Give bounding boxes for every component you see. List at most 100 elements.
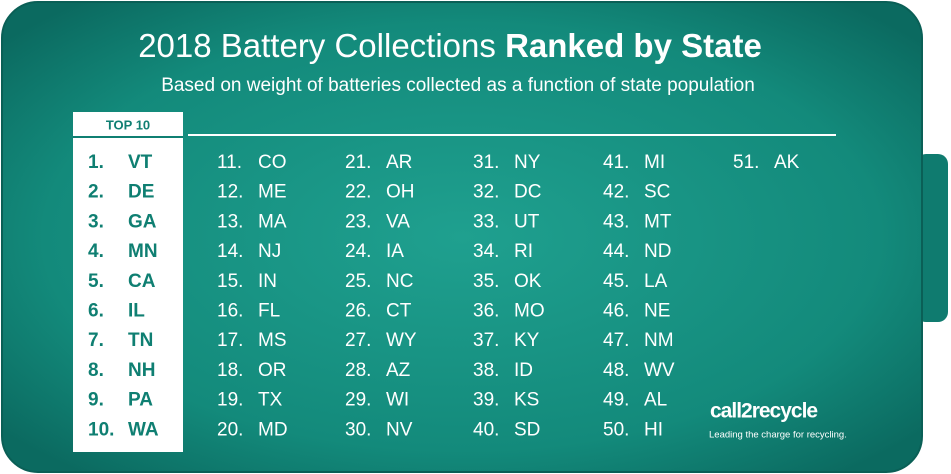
rank: 40. — [473, 419, 499, 440]
state: LA — [644, 271, 668, 292]
state: NJ — [258, 241, 281, 262]
top10-state: CA — [128, 271, 156, 292]
top10-state: TN — [128, 330, 153, 351]
state: RI — [514, 241, 533, 262]
rank: 21. — [345, 152, 371, 173]
state: WV — [644, 360, 675, 381]
rank: 38. — [473, 360, 499, 381]
state: AZ — [386, 360, 411, 381]
rank: 31. — [473, 152, 499, 173]
state: OK — [514, 271, 542, 292]
state: WI — [386, 390, 409, 411]
rank: 29. — [345, 390, 371, 411]
state: HI — [644, 419, 663, 440]
state: MO — [514, 301, 545, 322]
state: ID — [514, 360, 533, 381]
battery-body — [1, 1, 923, 473]
rank: 20. — [217, 419, 243, 440]
state: CT — [386, 301, 412, 322]
rank: 43. — [603, 211, 629, 232]
state: IN — [258, 271, 277, 292]
state: OH — [386, 182, 415, 203]
rank: 24. — [345, 241, 371, 262]
battery-terminal — [916, 154, 948, 322]
top10-state: NH — [128, 360, 155, 381]
rank: 51. — [733, 152, 759, 173]
rank: 11. — [217, 152, 242, 173]
rank: 17. — [217, 330, 243, 351]
rank: 25. — [345, 271, 371, 292]
rank: 19. — [217, 390, 243, 411]
top10-rank: 5. — [88, 271, 104, 292]
top10-state: WA — [128, 419, 159, 440]
state: MT — [644, 211, 672, 232]
rank: 12. — [217, 182, 243, 203]
top10-rank: 7. — [88, 330, 104, 351]
rank: 34. — [473, 241, 499, 262]
rank: 18. — [217, 360, 243, 381]
rank: 32. — [473, 182, 499, 203]
rank: 45. — [603, 271, 629, 292]
top10-rank: 1. — [88, 152, 104, 173]
state: ND — [644, 241, 671, 262]
state: MI — [644, 152, 665, 173]
logo: call2recycle — [710, 400, 817, 423]
rank: 44. — [603, 241, 629, 262]
state: MD — [258, 419, 288, 440]
state: FL — [258, 301, 280, 322]
rank: 28. — [345, 360, 371, 381]
state: WY — [386, 330, 417, 351]
state: CO — [258, 152, 287, 173]
state: MA — [258, 211, 287, 232]
state: MS — [258, 330, 287, 351]
state: KY — [514, 330, 540, 351]
state: SC — [644, 182, 670, 203]
top10-state: GA — [128, 211, 157, 232]
top10-rank: 9. — [88, 390, 104, 411]
rank: 27. — [345, 330, 371, 351]
state: NY — [514, 152, 541, 173]
top10-rank: 10. — [88, 419, 114, 440]
rank: 42. — [603, 182, 629, 203]
top10-rank: 4. — [88, 241, 104, 262]
state: NV — [386, 419, 413, 440]
rank: 14. — [217, 241, 243, 262]
top10-rank: 8. — [88, 360, 104, 381]
state: AR — [386, 152, 412, 173]
state: NM — [644, 330, 674, 351]
top10-rank: 2. — [88, 182, 104, 203]
rank: 35. — [473, 271, 499, 292]
rank: 39. — [473, 390, 499, 411]
state: AL — [644, 390, 667, 411]
state: SD — [514, 419, 540, 440]
rank: 36. — [473, 301, 499, 322]
rank: 33. — [473, 211, 499, 232]
state: DC — [514, 182, 541, 203]
state: TX — [258, 390, 283, 411]
state: AK — [774, 152, 800, 173]
top10-box — [73, 112, 183, 452]
state: VA — [386, 211, 410, 232]
top10-rank: 6. — [88, 301, 104, 322]
rank: 30. — [345, 419, 371, 440]
logo-tagline: Leading the charge for recycling. — [709, 430, 847, 441]
rank: 41. — [603, 152, 629, 173]
rank: 15. — [217, 271, 243, 292]
title: 2018 Battery Collections Ranked by State — [138, 27, 762, 64]
rank: 26. — [345, 301, 371, 322]
subtitle: Based on weight of batteries collected a… — [161, 75, 755, 96]
top10-rank: 3. — [88, 211, 104, 232]
rank: 37. — [473, 330, 499, 351]
state: KS — [514, 390, 539, 411]
rankings: 1. VT 2. DE 3. GA 4. MN 5. CA 6. IL 7. TN 8. NH 9. PA 10. W… — [88, 152, 800, 440]
rank: 50. — [603, 419, 629, 440]
top10-state: PA — [128, 390, 153, 411]
state: UT — [514, 211, 540, 232]
rank: 49. — [603, 390, 629, 411]
state: ME — [258, 182, 287, 203]
top10-state: DE — [128, 182, 154, 203]
rank: 48. — [603, 360, 629, 381]
rank: 46. — [603, 301, 629, 322]
rank: 23. — [345, 211, 371, 232]
